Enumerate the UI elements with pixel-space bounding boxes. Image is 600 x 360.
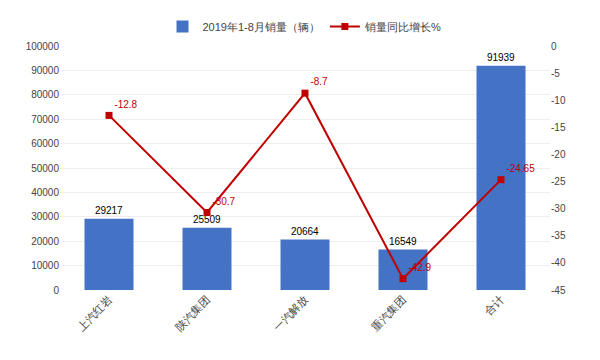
svg-text:-10: -10 — [551, 95, 566, 106]
svg-text:合计: 合计 — [482, 293, 506, 317]
svg-text:-30: -30 — [551, 203, 566, 214]
svg-text:10000: 10000 — [31, 260, 59, 271]
svg-text:-42.9: -42.9 — [408, 262, 431, 273]
svg-text:30000: 30000 — [31, 211, 59, 222]
svg-text:0: 0 — [551, 41, 557, 52]
svg-text:100000: 100000 — [26, 41, 60, 52]
svg-text:50000: 50000 — [31, 163, 59, 174]
svg-text:-15: -15 — [551, 122, 566, 133]
svg-text:陕汽集团: 陕汽集团 — [173, 293, 213, 333]
svg-text:0: 0 — [53, 285, 59, 296]
svg-text:-30.7: -30.7 — [212, 196, 235, 207]
svg-text:重汽集团: 重汽集团 — [369, 293, 409, 333]
svg-text:70000: 70000 — [31, 114, 59, 125]
svg-text:-8.7: -8.7 — [310, 76, 328, 87]
svg-text:20664: 20664 — [291, 226, 319, 237]
svg-text:-45: -45 — [551, 285, 566, 296]
svg-text:29217: 29217 — [95, 205, 123, 216]
svg-text:25509: 25509 — [193, 214, 221, 225]
svg-text:20000: 20000 — [31, 236, 59, 247]
svg-text:60000: 60000 — [31, 138, 59, 149]
svg-text:2019年1-8月销量（辆）: 2019年1-8月销量（辆） — [203, 21, 320, 33]
svg-text:-25: -25 — [551, 176, 566, 187]
svg-text:91939: 91939 — [487, 52, 515, 63]
svg-text:90000: 90000 — [31, 65, 59, 76]
svg-text:一汽解放: 一汽解放 — [271, 293, 311, 333]
svg-text:-35: -35 — [551, 230, 566, 241]
svg-text:-5: -5 — [551, 68, 560, 79]
svg-text:上汽红岩: 上汽红岩 — [75, 293, 115, 333]
svg-text:80000: 80000 — [31, 89, 59, 100]
svg-text:16549: 16549 — [389, 236, 417, 247]
svg-text:-40: -40 — [551, 257, 566, 268]
svg-text:40000: 40000 — [31, 187, 59, 198]
svg-text:销量同比增长%: 销量同比增长% — [364, 21, 441, 33]
svg-text:-24.65: -24.65 — [506, 163, 535, 174]
svg-text:-20: -20 — [551, 149, 566, 160]
svg-text:-12.8: -12.8 — [114, 99, 137, 110]
